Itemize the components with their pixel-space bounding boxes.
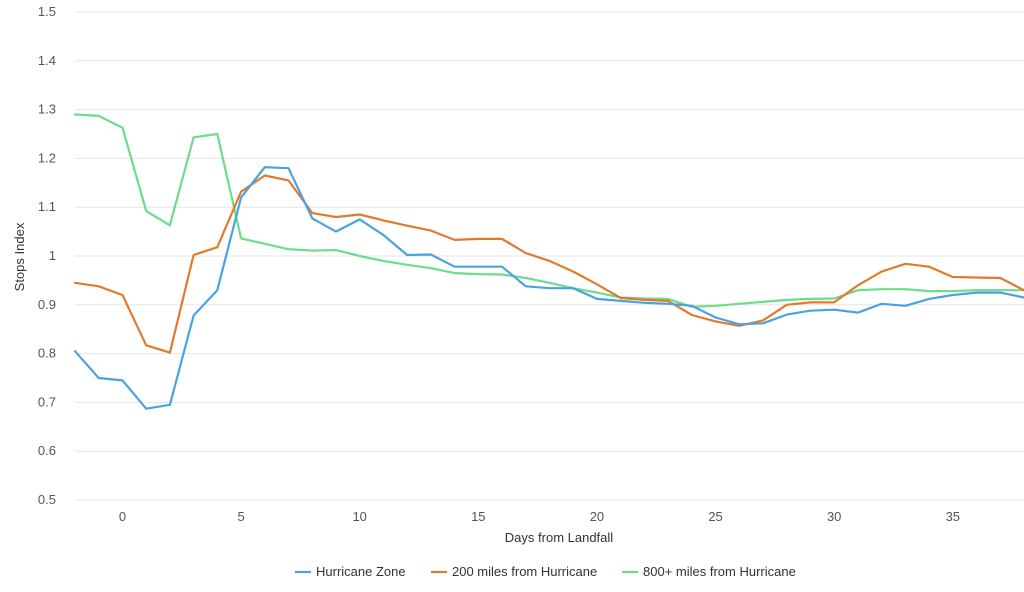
y-tick-label: 1.5 [38,4,56,19]
y-tick-label: 1.1 [38,199,56,214]
y-axis-title: Stops Index [12,222,27,291]
x-tick-label: 0 [119,509,126,524]
series-line-1 [73,174,1024,354]
x-tick-labels: 0 5 10 15 20 25 30 35 [119,509,960,524]
gridlines [75,11,1024,501]
x-axis-title: Days from Landfall [505,530,613,545]
y-tick-label: 1.3 [38,102,56,117]
y-tick-label: 1.4 [38,53,56,68]
y-tick-label: 0.9 [38,297,56,312]
x-tick-label: 25 [708,509,722,524]
y-tick-label: 0.8 [38,346,56,361]
x-tick-label: 30 [827,509,841,524]
x-tick-label: 35 [946,509,960,524]
y-tick-label: 0.5 [38,492,56,507]
y-tick-label: 1.2 [38,150,56,165]
series-lines [73,113,1024,410]
series-line-0 [73,166,1024,410]
series-line-2 [73,113,1024,308]
legend-label: 200 miles from Hurricane [452,564,597,579]
y-tick-label: 0.7 [38,394,56,409]
x-tick-label: 20 [590,509,604,524]
legend-label: Hurricane Zone [316,564,406,579]
y-tick-label: 1 [49,248,56,263]
legend-label: 800+ miles from Hurricane [643,564,796,579]
legend: Hurricane Zone 200 miles from Hurricane 80… [295,564,796,579]
x-tick-label: 5 [237,509,244,524]
y-tick-label: 0.6 [38,443,56,458]
y-tick-labels: 0.5 0.6 0.7 0.8 0.9 1 1.1 1.2 1.3 1.4 1.5 [38,4,56,507]
x-tick-label: 10 [352,509,366,524]
x-tick-label: 15 [471,509,485,524]
